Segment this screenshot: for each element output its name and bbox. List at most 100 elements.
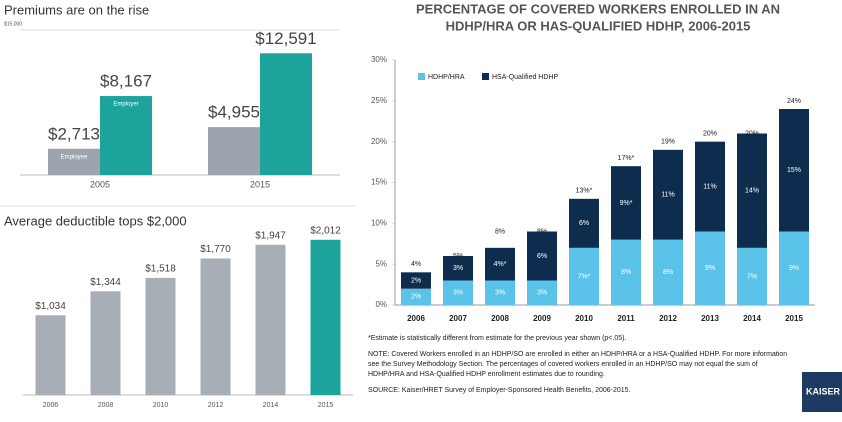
total-label: 20%	[745, 131, 759, 138]
x-tick-label: 2005	[90, 179, 110, 189]
value-label: 6%	[537, 253, 547, 260]
value-label: 8%	[663, 269, 673, 276]
x-tick-label: 2009	[533, 314, 551, 323]
bar-segment	[527, 280, 557, 305]
y-tick-label: 0%	[375, 300, 387, 309]
x-tick-label: 2008	[491, 314, 509, 323]
bar	[90, 291, 121, 395]
y-tick-label: 25%	[371, 96, 387, 105]
legend-label: Employee	[61, 154, 88, 160]
value-label: $1,344	[90, 277, 121, 288]
value-label: $12,591	[255, 29, 316, 48]
value-label: 2%	[411, 294, 421, 301]
bar	[48, 148, 100, 175]
total-label: 13%*	[576, 188, 593, 195]
y-tick-label: 15%	[371, 178, 387, 187]
value-label: 3%	[537, 290, 547, 297]
y-tick-label: 10%	[371, 218, 387, 227]
value-label: 9%	[789, 265, 799, 272]
chart-title: PERCENTAGE OF COVERED WORKERS ENROLLED I…	[416, 1, 780, 16]
x-tick-label: 2011	[617, 314, 635, 323]
legend-label: Employer	[113, 102, 138, 108]
value-label: 11%	[661, 192, 675, 199]
bar-segment	[611, 166, 641, 240]
x-tick-label: 2015	[250, 179, 270, 189]
logo	[802, 372, 842, 412]
bar	[310, 239, 341, 395]
value-label: $2,012	[310, 225, 341, 236]
value-label: 8%	[621, 269, 631, 276]
bar-segment	[737, 133, 767, 248]
value-label: 6%	[579, 220, 589, 227]
value-label: 9%*	[620, 200, 633, 207]
legend-swatch	[482, 73, 489, 80]
bar	[208, 127, 260, 175]
bar-segment	[653, 149, 683, 240]
value-label: 3%	[495, 290, 505, 297]
value-label: 3%	[453, 265, 463, 272]
note: SOURCE: Kaiser/HRET Survey of Employer-S…	[368, 387, 631, 394]
total-label: 20%	[703, 131, 717, 138]
x-tick-label: 2006	[43, 402, 59, 409]
bar-segment	[485, 247, 515, 281]
bar-segment	[527, 231, 557, 281]
y-tick-label: 30%	[371, 55, 387, 64]
value-label: 4%*	[494, 261, 507, 268]
total-label: 24%	[787, 98, 801, 105]
value-label: $4,955	[208, 103, 260, 122]
value-label: 14%	[745, 188, 759, 195]
bar-segment	[611, 239, 641, 305]
total-label: 17%*	[618, 155, 635, 162]
x-tick-label: 2015	[785, 314, 803, 323]
logo-text: KAISER FAMILY	[806, 386, 842, 396]
value-label: $1,518	[145, 264, 176, 275]
value-label: $1,770	[200, 244, 231, 255]
x-tick-label: 2013	[701, 314, 719, 323]
total-label: 5%	[453, 253, 463, 260]
bar	[200, 258, 231, 395]
bar-segment	[485, 280, 515, 305]
bar-segment	[653, 239, 683, 305]
bar	[145, 277, 176, 395]
bar-segment	[779, 109, 809, 232]
x-tick-label: 2007	[449, 314, 467, 323]
x-tick-label: 2014	[263, 402, 279, 409]
value-label: 7%	[747, 273, 757, 280]
bar-segment	[779, 231, 809, 305]
bar-segment	[569, 198, 599, 248]
bar-segment	[443, 256, 473, 281]
bar	[35, 315, 66, 395]
total-label: 8%	[537, 229, 547, 236]
bar-segment	[569, 247, 599, 305]
value-label: 9%	[705, 265, 715, 272]
x-tick-label: 2006	[407, 314, 425, 323]
legend-swatch	[418, 73, 425, 80]
total-label: 19%	[661, 139, 675, 146]
y-tick-label: 5%	[375, 259, 387, 268]
value-label: 2%	[411, 277, 421, 284]
bar	[260, 53, 312, 175]
bar	[100, 96, 152, 175]
value-label: $1,034	[35, 301, 66, 312]
x-tick-label: 2014	[743, 314, 761, 323]
notes: *Estimate is statistically different fro…	[368, 334, 788, 402]
chart-title: Average deductible tops $2,000	[4, 213, 187, 228]
legend-label: HDHP/HRA	[428, 74, 465, 81]
y-tick-label: $15,000	[4, 21, 22, 27]
x-tick-label: 2008	[98, 402, 114, 409]
value-label: 7%*	[578, 273, 591, 280]
value-label: $1,947	[255, 230, 286, 241]
x-tick-label: 2012	[659, 314, 677, 323]
legend-label: HSA-Qualified HDHP	[492, 74, 558, 81]
bar-segment	[737, 247, 767, 305]
x-tick-label: 2012	[208, 402, 224, 409]
chart-title: Premiums are on the rise	[4, 2, 149, 17]
bar	[255, 244, 286, 395]
bar-segment	[695, 141, 725, 232]
x-tick-label: 2015	[318, 402, 334, 409]
value-label: $8,167	[100, 72, 152, 91]
x-tick-label: 2010	[153, 402, 169, 409]
bar-segment	[401, 272, 431, 289]
